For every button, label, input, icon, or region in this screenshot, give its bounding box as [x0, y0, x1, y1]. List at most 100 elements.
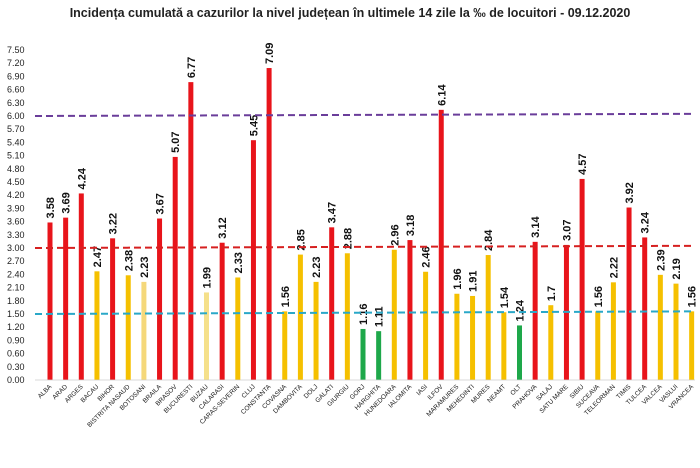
- reference-line: [34, 310, 696, 315]
- value-label: 3.12: [217, 217, 229, 238]
- value-label: 2.96: [389, 224, 401, 245]
- bar: [673, 283, 679, 380]
- value-label: 3.67: [155, 193, 167, 214]
- y-tick-label: 2.40: [7, 269, 25, 279]
- bar: [235, 277, 241, 380]
- y-tick-label: 3.60: [7, 217, 25, 227]
- bar: [642, 237, 648, 380]
- y-tick-label: 5.40: [7, 137, 25, 147]
- value-label: 1.56: [687, 286, 699, 307]
- y-tick-label: 2.10: [7, 283, 25, 293]
- value-label: 2.46: [421, 246, 433, 267]
- value-label: 1.96: [452, 268, 464, 289]
- y-tick-label: 4.20: [7, 190, 25, 200]
- value-label: 1.16: [358, 304, 370, 325]
- bar: [517, 325, 522, 380]
- bar: [282, 311, 288, 380]
- y-tick-label: 1.80: [7, 296, 25, 306]
- value-label: 6.77: [186, 57, 198, 78]
- bar: [532, 241, 538, 380]
- value-label: 1.11: [374, 306, 386, 327]
- bar: [610, 282, 616, 380]
- bar: [125, 275, 131, 380]
- bar: [360, 328, 366, 380]
- bar: [344, 253, 350, 380]
- value-label: 1.7: [546, 286, 558, 301]
- y-tick-label: 2.70: [7, 256, 25, 266]
- value-label: 5.07: [170, 131, 182, 152]
- value-label: 2.22: [608, 257, 620, 278]
- bar: [329, 227, 335, 380]
- y-tick-label: 6.30: [7, 98, 25, 108]
- y-tick-label: 7.50: [7, 45, 25, 55]
- bar: [266, 68, 272, 380]
- bar: [94, 271, 100, 380]
- reference-line: [34, 244, 696, 249]
- bar: [188, 82, 194, 381]
- value-label: 5.45: [248, 115, 260, 136]
- bar: [110, 238, 116, 380]
- value-label: 2.38: [123, 250, 135, 271]
- y-tick-label: 4.80: [7, 164, 25, 174]
- value-label: 6.14: [436, 84, 448, 106]
- y-tick-label: 6.90: [7, 71, 25, 81]
- bar: [78, 193, 84, 380]
- value-label: 3.14: [530, 216, 542, 238]
- bar: [250, 140, 256, 380]
- value-label: 4.24: [76, 167, 88, 189]
- value-label: 7.09: [264, 43, 276, 64]
- bar: [172, 156, 178, 380]
- value-label: 3.24: [640, 211, 652, 233]
- value-label: 2.47: [92, 246, 104, 267]
- value-label: 1.91: [468, 271, 480, 292]
- y-tick-label: 6.60: [7, 85, 25, 95]
- reference-line: [34, 112, 696, 117]
- y-tick-label: 0.60: [7, 349, 25, 359]
- x-tick-label: BACAU: [80, 383, 101, 404]
- bar: [157, 218, 163, 380]
- value-label: 2.85: [295, 229, 307, 250]
- value-label: 3.58: [45, 197, 57, 218]
- bar: [407, 240, 413, 380]
- bar: [47, 222, 53, 380]
- bar: [376, 331, 382, 380]
- y-tick-label: 3.00: [7, 243, 25, 253]
- y-tick-label: 3.30: [7, 230, 25, 240]
- bar: [485, 255, 491, 380]
- bar: [141, 281, 147, 380]
- y-tick-label: 3.90: [7, 203, 25, 213]
- bar: [501, 312, 507, 380]
- value-label: 3.69: [61, 192, 73, 213]
- value-label: 3.47: [327, 202, 339, 223]
- y-tick-label: 7.20: [7, 58, 25, 68]
- y-tick-label: 1.20: [7, 322, 25, 332]
- value-label: 2.23: [311, 256, 323, 277]
- value-label: 4.57: [577, 153, 589, 174]
- bar: [579, 178, 585, 380]
- value-label: 2.84: [483, 229, 495, 251]
- bar: [470, 295, 476, 380]
- value-label: 3.18: [405, 215, 417, 236]
- y-tick-label: 5.10: [7, 151, 25, 161]
- y-tick-label: 4.50: [7, 177, 25, 187]
- bar: [391, 249, 397, 380]
- y-tick-label: 0.90: [7, 335, 25, 345]
- value-label: 1.54: [499, 286, 511, 308]
- bar: [423, 271, 429, 380]
- bar: [454, 293, 460, 380]
- value-label: 3.22: [108, 213, 120, 234]
- bar: [657, 274, 663, 380]
- bar: [438, 109, 444, 380]
- value-label: 2.88: [342, 228, 354, 249]
- y-tick-label: 0.00: [7, 375, 25, 385]
- value-label: 2.33: [233, 252, 245, 273]
- value-label: 2.39: [655, 249, 667, 270]
- bar: [297, 254, 303, 380]
- value-label: 3.07: [561, 219, 573, 240]
- bar: [626, 207, 632, 380]
- bar: [63, 217, 69, 380]
- bar: [548, 305, 554, 380]
- x-tick-label: ALBA: [37, 383, 54, 400]
